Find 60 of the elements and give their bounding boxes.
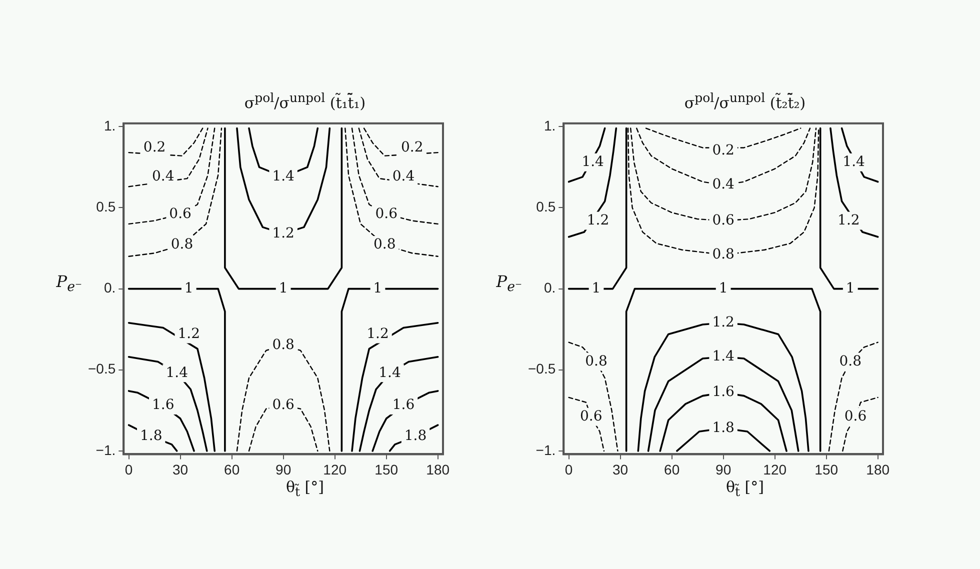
x-tick-label: 60 bbox=[224, 461, 240, 478]
annotation: 0.6 bbox=[169, 206, 192, 222]
annotation: 1.2 bbox=[838, 212, 860, 228]
annotation: 0.6 bbox=[844, 408, 867, 425]
annotation: 1.2 bbox=[586, 212, 610, 228]
y-tick-label: 1. bbox=[104, 118, 116, 134]
y-tick-label: −1. bbox=[536, 442, 556, 458]
x-tick-label: 180 bbox=[426, 461, 450, 478]
annotation: 0.8 bbox=[272, 337, 294, 354]
y-tick-label: −1. bbox=[96, 442, 116, 458]
x-tick-label: 0 bbox=[124, 461, 133, 478]
y-tick-label: 0.5 bbox=[96, 198, 116, 215]
x-tick-label: 90 bbox=[276, 461, 292, 478]
x-tick-label: 150 bbox=[814, 461, 838, 478]
x-tick-label: 150 bbox=[374, 461, 398, 478]
annotation: 0.8 bbox=[585, 353, 608, 370]
annotation: 1.4 bbox=[582, 154, 604, 170]
x-tick-label: 120 bbox=[323, 461, 347, 478]
annotation: 1 bbox=[184, 280, 194, 296]
x-tick-label: 180 bbox=[866, 461, 890, 478]
annotation: 0.2 bbox=[143, 139, 166, 156]
y-axis-title: P$_{e⁻}$ bbox=[495, 272, 522, 296]
x-axis-title: θ$_{t̃}$ [°] bbox=[284, 478, 326, 499]
annotation: 1 bbox=[278, 280, 288, 296]
annotation: 0.4 bbox=[392, 168, 415, 185]
annotation: 0.6 bbox=[580, 408, 602, 425]
annotation: 0.8 bbox=[839, 353, 862, 370]
annotation: 1.2 bbox=[366, 326, 389, 342]
annotation: 0.2 bbox=[400, 139, 424, 156]
x-tick-label: 60 bbox=[664, 461, 680, 478]
y-tick-label: −0.5 bbox=[528, 360, 556, 377]
y-tick-label: 1. bbox=[544, 118, 556, 134]
x-tick-label: 30 bbox=[172, 461, 188, 478]
annotation: 0.8 bbox=[170, 236, 194, 253]
annotation: 0.6 bbox=[375, 206, 398, 222]
annotation: 1.4 bbox=[842, 154, 866, 170]
annotation: 1 bbox=[592, 280, 601, 296]
y-axis-title: P$_{e⁻}$ bbox=[55, 272, 82, 296]
y-tick-label: −0.5 bbox=[88, 360, 116, 377]
annotation: 1 bbox=[373, 280, 382, 296]
x-tick-label: 30 bbox=[612, 461, 628, 478]
x-tick-label: 0 bbox=[564, 461, 573, 478]
y-tick-label: 0.5 bbox=[536, 198, 556, 215]
y-tick-label: 0. bbox=[104, 280, 116, 296]
annotation: 0.4 bbox=[712, 176, 735, 193]
x-tick-label: 90 bbox=[716, 461, 732, 478]
annotation: 0.6 bbox=[272, 397, 295, 414]
annotation: 0.8 bbox=[373, 236, 396, 253]
annotation: 1 bbox=[718, 280, 728, 296]
chart-title: σ$^{pol}$/σ$^{unpol}$ (t̃₁t̃̄₁) bbox=[243, 90, 367, 112]
annotation: 0.6 bbox=[712, 212, 735, 228]
annotation: 0.2 bbox=[712, 142, 734, 159]
annotation: 1.2 bbox=[178, 326, 200, 342]
annotation: 1 bbox=[846, 280, 855, 296]
x-tick-label: 120 bbox=[763, 461, 787, 478]
y-tick-label: 0. bbox=[544, 280, 556, 296]
annotation: 0.4 bbox=[152, 168, 174, 185]
annotation: 0.8 bbox=[712, 246, 734, 262]
chart-title: σ$^{pol}$/σ$^{unpol}$ (t̃₂t̃̄₂) bbox=[683, 90, 807, 112]
x-axis-title: θ$_{t̃}$ [°] bbox=[724, 478, 766, 499]
